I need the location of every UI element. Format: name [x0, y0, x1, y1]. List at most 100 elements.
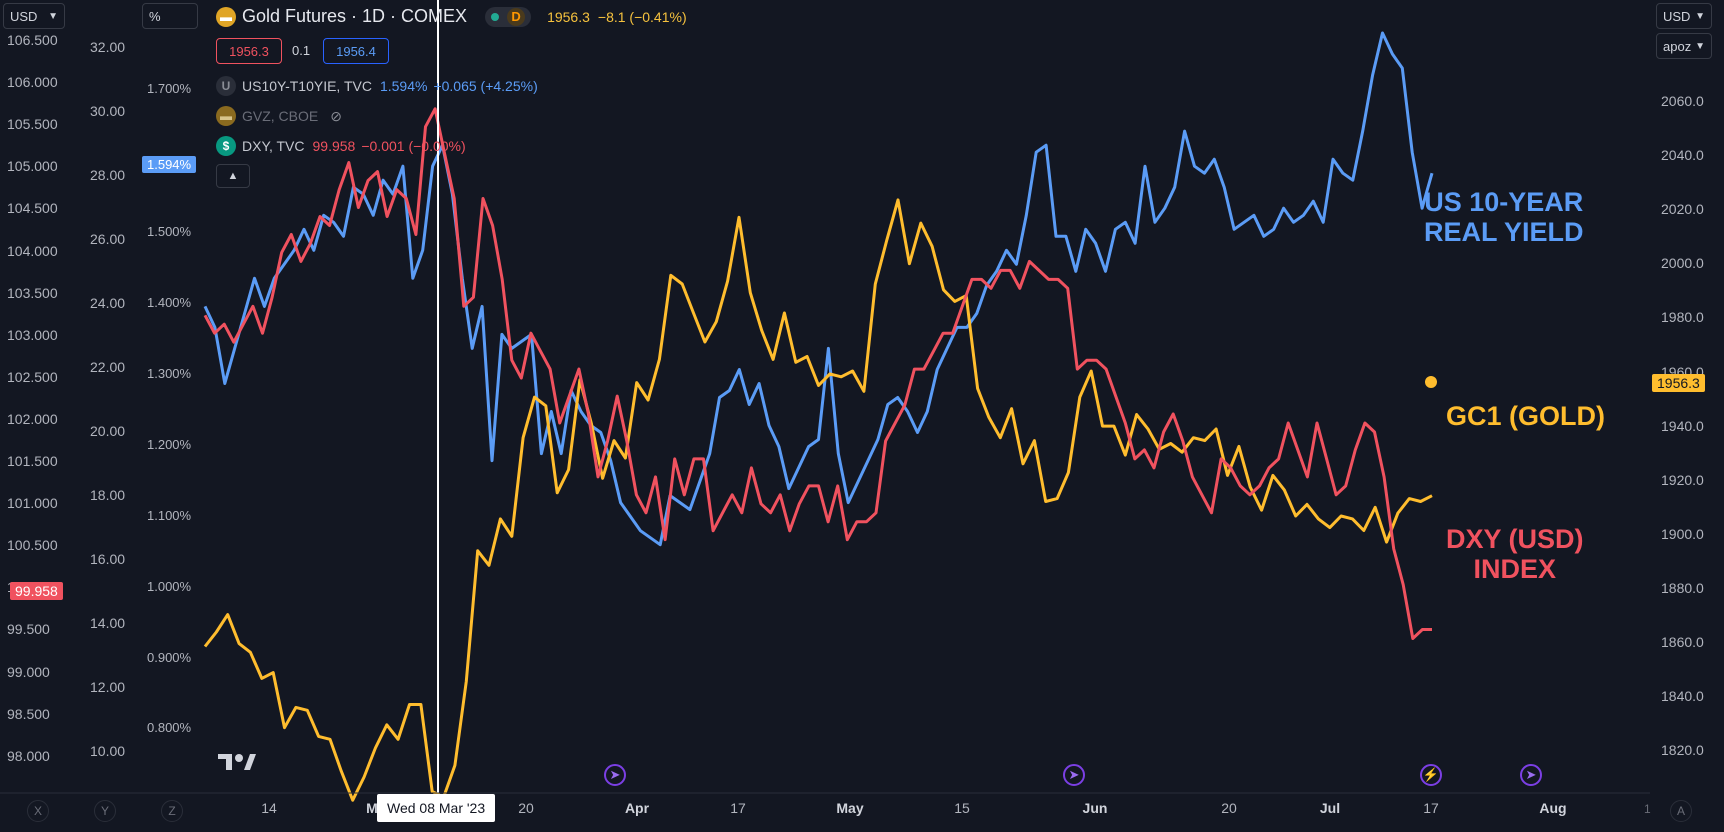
gvz-tick-2: 28.00	[90, 167, 126, 183]
yield-tick-1: 1.500%	[147, 224, 192, 239]
gold-tick-9: 1880.0	[1661, 579, 1704, 596]
gvz-tick-9: 14.00	[90, 615, 126, 631]
dxy-tick-17: 98.000	[7, 747, 50, 764]
left-currency-select[interactable]: USD ▼	[3, 3, 65, 29]
dxy-annotation: DXY (USD) INDEX	[1446, 524, 1584, 584]
range-button[interactable]: 1	[1644, 802, 1651, 816]
gvz-tick-6: 20.00	[90, 423, 126, 439]
yield-tick-6: 1.000%	[147, 579, 192, 594]
gold-price-tag: 1956.3	[1652, 374, 1705, 392]
gold-tick-2: 2020.0	[1661, 201, 1704, 218]
x-tick-11: Aug	[1539, 800, 1567, 816]
dxy-tick-14: 99.500	[7, 621, 50, 638]
percent-toggle[interactable]: %	[142, 3, 198, 29]
corner-button-x[interactable]: X	[27, 800, 49, 822]
unit-select[interactable]: apoz ▼	[1656, 33, 1712, 59]
event-marker-icon[interactable]: ➤	[604, 764, 626, 786]
gvz-tick-0: 32.00	[90, 39, 126, 55]
us10y-annotation-line1: US 10-YEAR	[1424, 187, 1584, 217]
tradingview-logo	[218, 750, 258, 772]
gvz-tick-8: 16.00	[90, 551, 126, 567]
us10y-annotation-line2: REAL YIELD	[1424, 217, 1584, 247]
x-tick-10: 17	[1423, 800, 1439, 816]
percent-toggle-label: %	[149, 8, 161, 24]
x-tick-1: M	[366, 800, 378, 816]
corner-button-z[interactable]: Z	[161, 800, 183, 822]
dxy-tick-16: 98.500	[7, 705, 50, 722]
symbol-header[interactable]: ▬ Gold Futures · 1D · COMEX D 1956.3 −8.…	[216, 6, 687, 27]
legend-dxy-value: 99.958	[312, 138, 356, 154]
right-currency-label: USD	[1663, 8, 1691, 24]
x-tick-4: 17	[730, 800, 746, 816]
dxy-tick-1: 106.000	[7, 74, 58, 91]
gvz-tick-4: 24.00	[90, 295, 126, 311]
legend-dxy-name: DXY, TVC	[242, 138, 305, 154]
dxy-tick-8: 102.500	[7, 368, 58, 385]
legend-gvz-name: GVZ, CBOE	[242, 108, 319, 124]
chevron-up-icon: ▲	[227, 170, 239, 182]
legend-dxy-change: −0.001 (−0.00%)	[361, 138, 466, 154]
gold-tick-12: 1820.0	[1661, 742, 1704, 759]
corner-button-y[interactable]: Y	[94, 800, 116, 822]
yield-tick-4: 1.200%	[147, 437, 192, 452]
chevron-down-icon: ▼	[1695, 10, 1705, 22]
dxy-tick-9: 102.000	[7, 410, 58, 427]
chart-series	[203, 31, 1434, 802]
legend-us10y-value: 1.594%	[379, 78, 428, 94]
dxy-tick-0: 106.500	[7, 32, 58, 48]
last-price: 1956.3	[547, 8, 590, 25]
gold-tick-4: 1980.0	[1661, 309, 1704, 326]
right-currency-select[interactable]: USD ▼	[1656, 3, 1712, 29]
auto-scale-button[interactable]: A	[1670, 800, 1692, 822]
gold-tick-0: 2060.0	[1661, 93, 1704, 109]
gvz-tick-1: 30.00	[90, 103, 126, 119]
chevron-down-icon: ▼	[1695, 40, 1705, 52]
event-marker-icon[interactable]: ➤	[1520, 764, 1542, 786]
dxy-tick-11: 101.000	[7, 495, 58, 512]
legend-dxy[interactable]: $ DXY, TVC 99.958 −0.001 (−0.00%)	[216, 136, 466, 156]
dxy-price-tag: 99.958	[10, 582, 63, 600]
x-tick-6: 15	[954, 800, 970, 816]
symbol-title: Gold Futures · 1D · COMEX	[242, 6, 468, 26]
x-tick-2: 20	[518, 800, 534, 816]
gold-tick-6: 1940.0	[1661, 417, 1704, 434]
gvz-tick-10: 12.00	[90, 679, 126, 695]
gold-tick-8: 1900.0	[1661, 525, 1704, 542]
yield-tick-2: 1.400%	[147, 295, 192, 310]
gold-tick-3: 2000.0	[1661, 255, 1704, 272]
dxy-tick-2: 105.500	[7, 116, 58, 133]
dxy-tick-3: 105.000	[7, 158, 58, 175]
gvz-tick-7: 18.00	[90, 487, 126, 503]
yield-tick-0: 1.700%	[147, 81, 192, 96]
price-change: −8.1 (−0.41%)	[597, 8, 687, 25]
gold-tick-11: 1840.0	[1661, 688, 1704, 705]
gold-last-point	[1425, 376, 1437, 388]
dxy-tick-5: 104.000	[7, 242, 58, 259]
event-marker-icon[interactable]: ➤	[1063, 764, 1085, 786]
spread-value: 0.1	[292, 43, 311, 58]
bid-price: 1956.3	[229, 43, 269, 59]
dxy-tick-7: 103.000	[7, 326, 58, 343]
sell-button[interactable]: 1956.3	[216, 38, 282, 64]
buy-button[interactable]: 1956.4	[323, 38, 389, 64]
gold-bar-icon: ▬	[216, 6, 236, 27]
eye-off-icon[interactable]: ⊘	[330, 107, 342, 124]
legend-gvz[interactable]: ▬ GVZ, CBOE ⊘	[216, 106, 342, 126]
x-tick-0: 14	[261, 800, 277, 816]
interval-badge: D	[507, 7, 526, 26]
dxy-tick-4: 104.500	[7, 200, 58, 217]
yield-tick-3: 1.300%	[147, 366, 192, 381]
ask-price: 1956.4	[336, 43, 376, 59]
legend-us10y[interactable]: U US10Y-T10YIE, TVC 1.594% +0.065 (+4.25…	[216, 76, 538, 96]
dxy-tick-10: 101.500	[7, 453, 58, 469]
left-currency-label: USD	[10, 8, 38, 24]
lightning-event-icon[interactable]: ⚡	[1420, 764, 1442, 786]
crosshair-date-label: Wed 08 Mar '23	[377, 794, 496, 822]
us10y-symbol-icon: U	[216, 76, 236, 96]
yield-price-tag: 1.594%	[142, 156, 197, 173]
dxy-tick-15: 99.000	[7, 663, 50, 680]
yield-tick-8: 0.800%	[147, 720, 192, 735]
collapse-legend-button[interactable]: ▲	[216, 164, 250, 188]
gvz-tick-11: 10.00	[90, 743, 126, 759]
